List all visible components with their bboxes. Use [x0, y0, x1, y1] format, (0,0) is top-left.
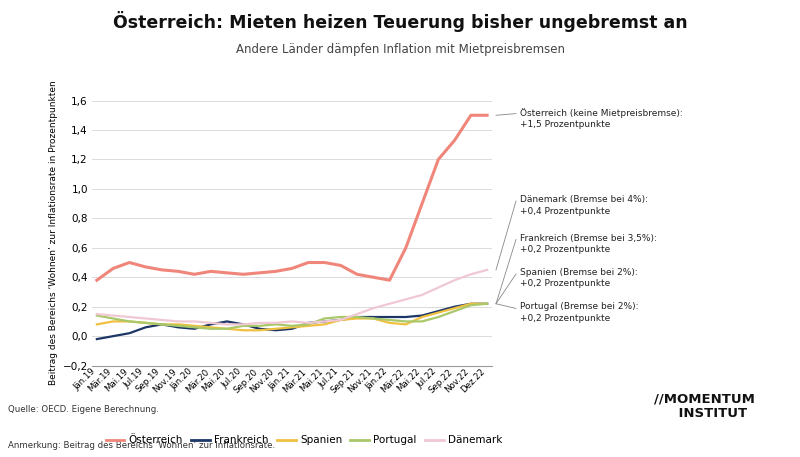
Text: Österreich (keine Mietpreisbremse):
+1,5 Prozentpunkte: Österreich (keine Mietpreisbremse): +1,5… — [520, 108, 682, 129]
Text: Dänemark (Bremse bei 4%):
+0,4 Prozentpunkte: Dänemark (Bremse bei 4%): +0,4 Prozentpu… — [520, 195, 648, 216]
Text: Frankreich (Bremse bei 3,5%):
+0,2 Prozentpunkte: Frankreich (Bremse bei 3,5%): +0,2 Proze… — [520, 234, 657, 254]
Text: Anmerkung: Beitrag des Bereichs ‘Wohnen’ zur Inflationsrate.: Anmerkung: Beitrag des Bereichs ‘Wohnen’… — [8, 441, 275, 450]
Text: Portugal (Bremse bei 2%):
+0,2 Prozentpunkte: Portugal (Bremse bei 2%): +0,2 Prozentpu… — [520, 303, 638, 323]
Text: Andere Länder dämpfen Inflation mit Mietpreisbremsen: Andere Länder dämpfen Inflation mit Miet… — [235, 43, 565, 56]
Text: Österreich: Mieten heizen Teuerung bisher ungebremst an: Österreich: Mieten heizen Teuerung bishe… — [113, 11, 687, 32]
Legend: Österreich, Frankreich, Spanien, Portugal, Dänemark: Österreich, Frankreich, Spanien, Portuga… — [102, 431, 506, 450]
Y-axis label: Beitrag des Bereichs ‘Wohnen’ zur Inflationsrate in Prozentpunkten: Beitrag des Bereichs ‘Wohnen’ zur Inflat… — [50, 81, 58, 385]
Text: Quelle: OECD. Eigene Berechnung.: Quelle: OECD. Eigene Berechnung. — [8, 404, 159, 414]
Text: //MOMENTUM
    INSTITUT: //MOMENTUM INSTITUT — [654, 393, 754, 420]
Text: Spanien (Bremse bei 2%):
+0,2 Prozentpunkte: Spanien (Bremse bei 2%): +0,2 Prozentpun… — [520, 268, 638, 288]
